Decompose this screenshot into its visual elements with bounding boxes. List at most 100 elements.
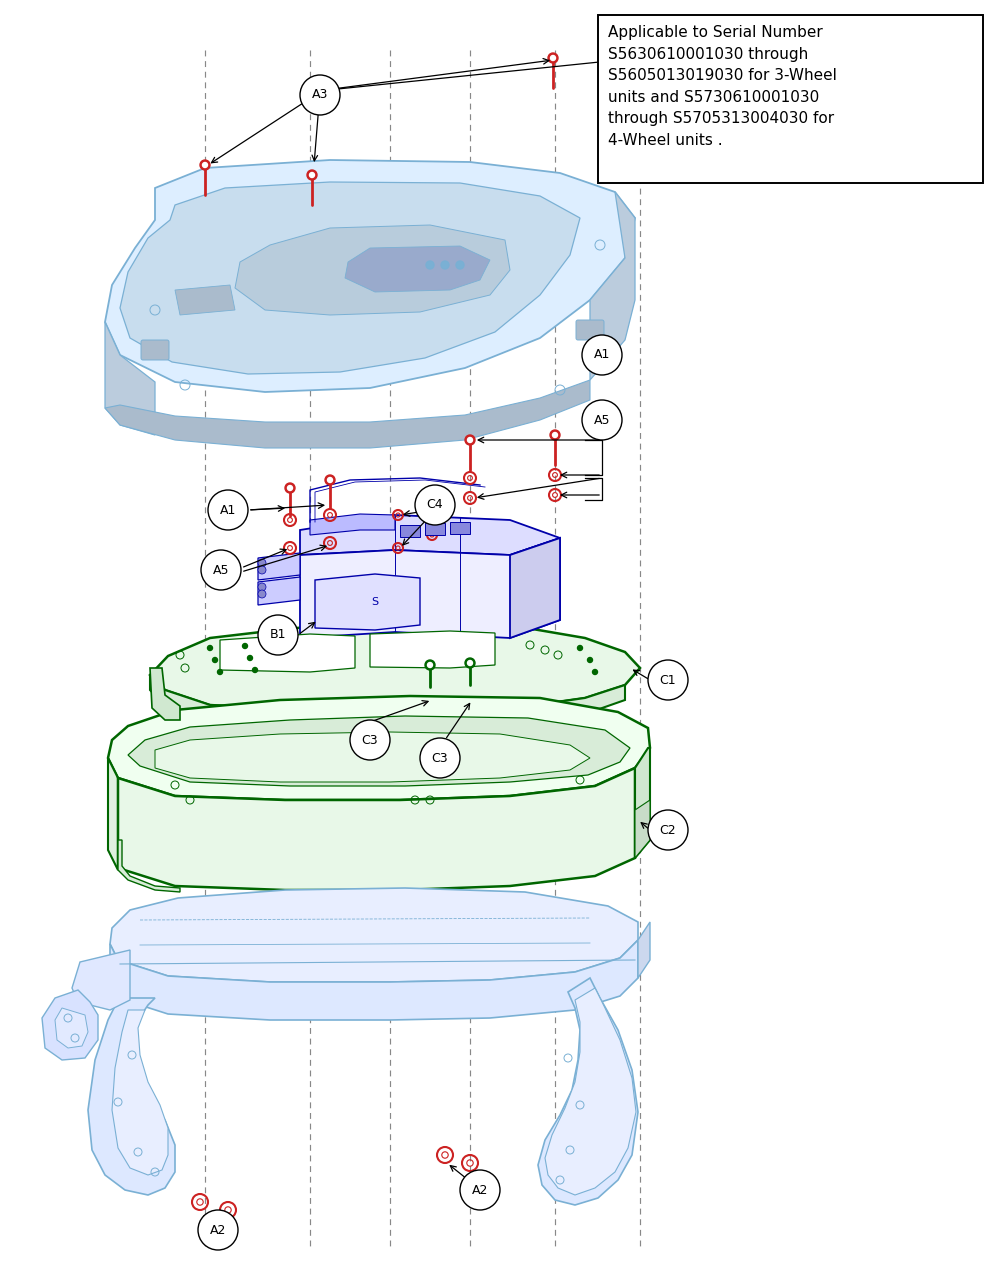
Text: S: S bbox=[371, 597, 379, 607]
Polygon shape bbox=[155, 732, 590, 782]
Circle shape bbox=[252, 668, 258, 673]
Polygon shape bbox=[235, 226, 510, 315]
Circle shape bbox=[425, 660, 435, 670]
Polygon shape bbox=[510, 538, 560, 639]
Text: C2: C2 bbox=[660, 824, 676, 836]
Circle shape bbox=[468, 660, 473, 665]
FancyBboxPatch shape bbox=[400, 525, 420, 537]
Polygon shape bbox=[112, 1010, 168, 1175]
Circle shape bbox=[465, 658, 475, 668]
Circle shape bbox=[328, 478, 332, 483]
Circle shape bbox=[258, 566, 266, 574]
Circle shape bbox=[285, 483, 295, 493]
Text: A2: A2 bbox=[210, 1224, 226, 1237]
Circle shape bbox=[552, 432, 558, 437]
Polygon shape bbox=[120, 182, 580, 374]
FancyBboxPatch shape bbox=[141, 340, 169, 360]
Polygon shape bbox=[258, 552, 300, 580]
Polygon shape bbox=[55, 1009, 88, 1048]
Circle shape bbox=[582, 334, 622, 375]
Circle shape bbox=[300, 75, 340, 115]
Polygon shape bbox=[110, 940, 638, 1020]
FancyBboxPatch shape bbox=[425, 523, 445, 535]
Polygon shape bbox=[108, 758, 118, 870]
Text: A3: A3 bbox=[312, 89, 328, 101]
Polygon shape bbox=[105, 380, 590, 449]
Circle shape bbox=[420, 737, 460, 778]
Circle shape bbox=[258, 590, 266, 598]
Circle shape bbox=[201, 550, 241, 590]
Polygon shape bbox=[150, 668, 180, 720]
Circle shape bbox=[258, 614, 298, 655]
Polygon shape bbox=[300, 514, 560, 555]
Circle shape bbox=[460, 1169, 500, 1210]
Polygon shape bbox=[150, 625, 640, 710]
Circle shape bbox=[648, 810, 688, 850]
Circle shape bbox=[307, 170, 317, 180]
Circle shape bbox=[200, 160, 210, 170]
FancyBboxPatch shape bbox=[598, 15, 983, 182]
Polygon shape bbox=[108, 696, 650, 799]
Polygon shape bbox=[310, 514, 395, 535]
Circle shape bbox=[550, 56, 556, 61]
Polygon shape bbox=[72, 950, 130, 1010]
Circle shape bbox=[648, 660, 688, 699]
FancyBboxPatch shape bbox=[450, 522, 470, 533]
Text: C4: C4 bbox=[427, 498, 443, 512]
Text: A5: A5 bbox=[594, 413, 610, 427]
Text: Applicable to Serial Number
S5630610001030 through
S5605013019030 for 3-Wheel
un: Applicable to Serial Number S56306100010… bbox=[608, 25, 837, 148]
Circle shape bbox=[578, 645, 582, 650]
Circle shape bbox=[548, 53, 558, 63]
Polygon shape bbox=[105, 322, 155, 435]
Circle shape bbox=[212, 658, 218, 663]
Circle shape bbox=[208, 645, 212, 650]
Circle shape bbox=[218, 669, 222, 674]
Polygon shape bbox=[118, 768, 635, 889]
Circle shape bbox=[325, 475, 335, 485]
Circle shape bbox=[643, 49, 653, 60]
Polygon shape bbox=[220, 634, 355, 672]
Circle shape bbox=[208, 490, 248, 530]
Polygon shape bbox=[538, 978, 638, 1205]
Polygon shape bbox=[545, 988, 636, 1195]
Circle shape bbox=[592, 669, 598, 674]
Polygon shape bbox=[638, 922, 650, 978]
Circle shape bbox=[441, 261, 449, 269]
Polygon shape bbox=[118, 840, 180, 892]
Polygon shape bbox=[635, 748, 650, 858]
Circle shape bbox=[582, 400, 622, 440]
Polygon shape bbox=[110, 888, 638, 982]
Polygon shape bbox=[42, 990, 98, 1060]
Circle shape bbox=[350, 720, 390, 760]
Polygon shape bbox=[258, 576, 300, 606]
Circle shape bbox=[550, 430, 560, 440]
Text: B1: B1 bbox=[270, 628, 286, 641]
Polygon shape bbox=[175, 285, 235, 315]
Text: A2: A2 bbox=[472, 1183, 488, 1196]
Text: A1: A1 bbox=[220, 503, 236, 517]
Circle shape bbox=[248, 655, 252, 660]
Circle shape bbox=[258, 583, 266, 590]
Text: C3: C3 bbox=[432, 751, 448, 764]
Text: C1: C1 bbox=[660, 674, 676, 687]
Text: C3: C3 bbox=[362, 734, 378, 746]
Polygon shape bbox=[300, 538, 560, 639]
Text: A5: A5 bbox=[213, 564, 229, 576]
Circle shape bbox=[428, 663, 432, 668]
Polygon shape bbox=[635, 799, 650, 858]
Circle shape bbox=[242, 644, 248, 649]
Polygon shape bbox=[590, 193, 635, 380]
Text: A1: A1 bbox=[594, 348, 610, 361]
Circle shape bbox=[468, 437, 473, 442]
Circle shape bbox=[426, 261, 434, 269]
Circle shape bbox=[288, 485, 292, 490]
Circle shape bbox=[198, 1210, 238, 1251]
Circle shape bbox=[588, 658, 592, 663]
Polygon shape bbox=[345, 246, 490, 291]
Circle shape bbox=[415, 485, 455, 525]
Polygon shape bbox=[105, 160, 635, 392]
Polygon shape bbox=[150, 675, 625, 726]
Circle shape bbox=[310, 172, 314, 177]
Polygon shape bbox=[315, 574, 420, 630]
Polygon shape bbox=[128, 716, 630, 786]
